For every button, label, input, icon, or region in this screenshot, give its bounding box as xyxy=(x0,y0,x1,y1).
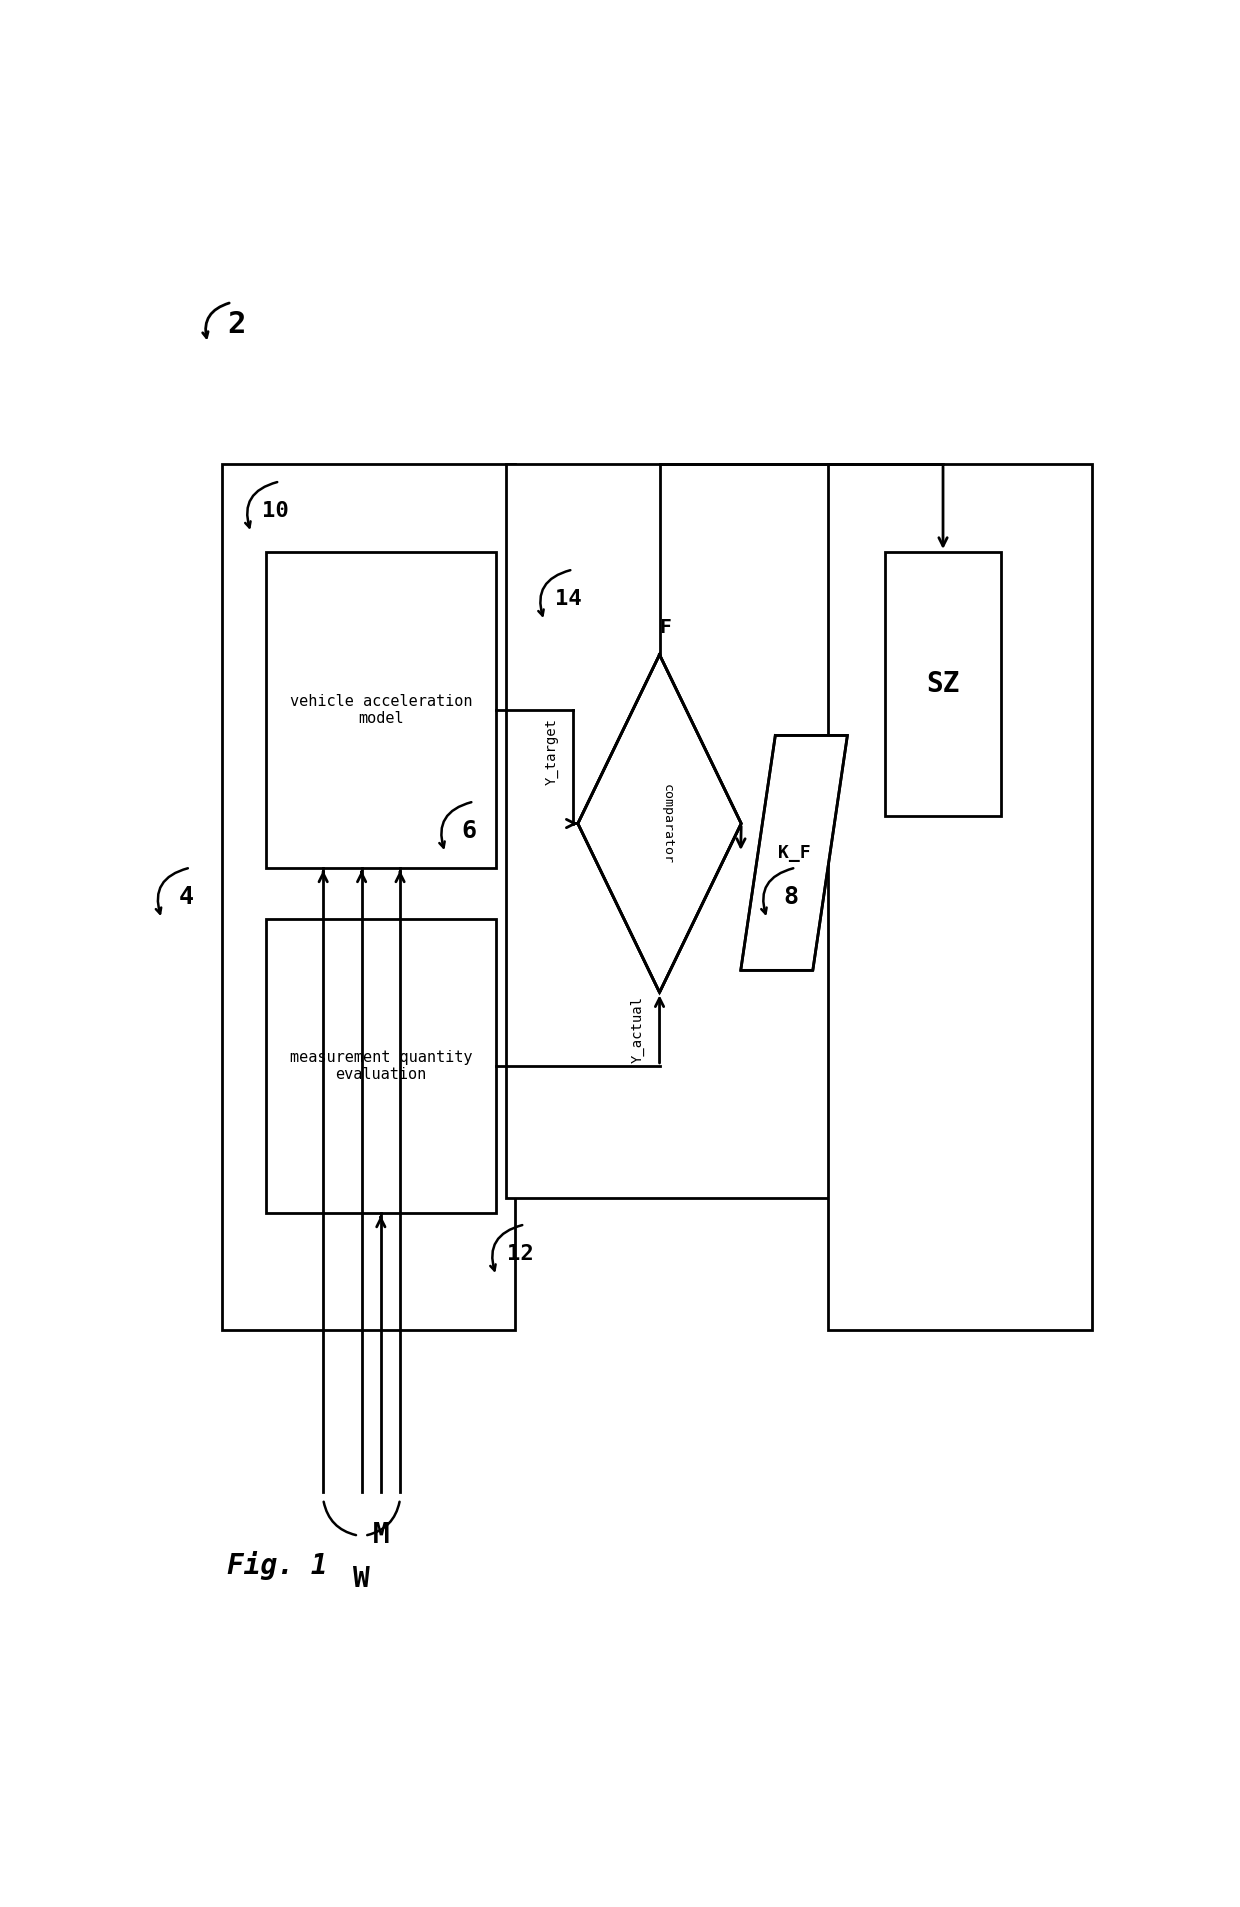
Text: 6: 6 xyxy=(461,818,476,843)
Bar xyxy=(885,551,1001,816)
Text: K_F: K_F xyxy=(777,845,811,862)
Text: 14: 14 xyxy=(554,589,582,608)
Bar xyxy=(506,463,852,1198)
Bar xyxy=(222,463,516,1331)
Bar xyxy=(265,919,496,1213)
Text: W: W xyxy=(353,1566,370,1592)
Polygon shape xyxy=(740,736,847,971)
Bar xyxy=(265,551,496,868)
Text: Y_target: Y_target xyxy=(544,719,558,786)
Text: F: F xyxy=(660,618,671,637)
Text: Fig. 1: Fig. 1 xyxy=(227,1550,327,1579)
Polygon shape xyxy=(578,654,742,992)
Text: comparator: comparator xyxy=(661,784,673,864)
Text: 12: 12 xyxy=(507,1243,533,1264)
Text: vehicle acceleration
model: vehicle acceleration model xyxy=(290,694,472,727)
Bar xyxy=(828,463,1092,1331)
Text: 8: 8 xyxy=(784,885,799,910)
Text: Y_actual: Y_actual xyxy=(631,995,645,1062)
Text: SZ: SZ xyxy=(926,669,960,698)
Text: 4: 4 xyxy=(179,885,193,910)
Text: 10: 10 xyxy=(262,502,289,521)
Text: M: M xyxy=(372,1522,389,1548)
Text: 2: 2 xyxy=(227,309,246,339)
Text: measurement quantity
evaluation: measurement quantity evaluation xyxy=(290,1049,472,1081)
